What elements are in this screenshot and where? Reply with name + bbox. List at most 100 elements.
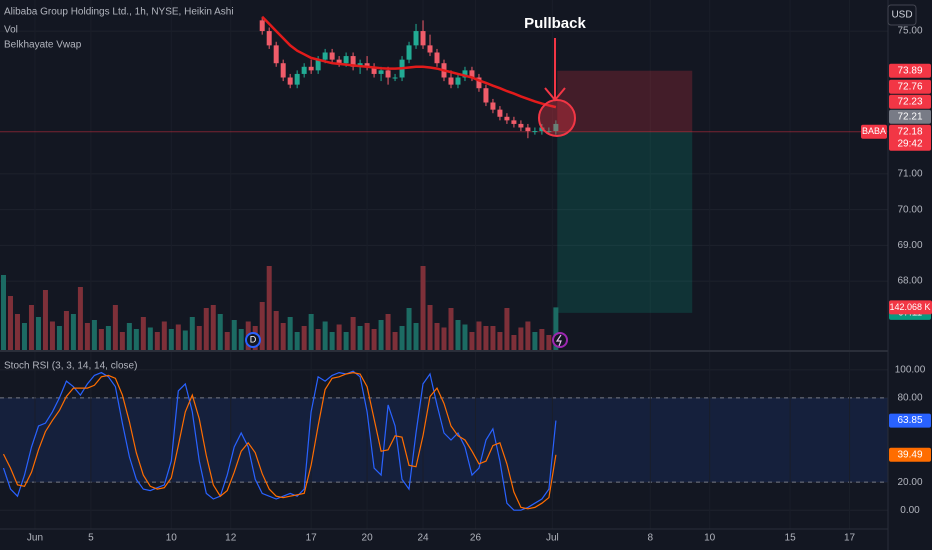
volume-bar bbox=[77, 287, 83, 350]
volume-bar bbox=[119, 332, 125, 350]
volume-bar bbox=[322, 321, 328, 350]
volume-bar bbox=[196, 326, 202, 350]
volume-bar bbox=[42, 290, 48, 350]
x-tick-label: 8 bbox=[647, 533, 653, 544]
candle-body bbox=[301, 66, 307, 74]
x-tick-label: 17 bbox=[306, 533, 318, 544]
countdown: 29:42 bbox=[897, 138, 922, 149]
earnings-bolt bbox=[555, 334, 562, 347]
volume-bar bbox=[28, 305, 34, 350]
candle-body bbox=[280, 63, 286, 78]
volume-bar bbox=[329, 332, 335, 350]
volume-bar bbox=[539, 329, 545, 350]
currency-box[interactable] bbox=[887, 4, 917, 26]
candle-body bbox=[553, 123, 559, 132]
candle-body bbox=[455, 77, 461, 85]
volume-bar bbox=[35, 317, 41, 350]
y-tick-label: 68.00 bbox=[897, 276, 922, 287]
volume-bar bbox=[476, 321, 482, 350]
volume-bar bbox=[238, 329, 244, 350]
stoch-tag-label: 63.85 bbox=[897, 415, 922, 426]
volume-bar bbox=[406, 308, 412, 350]
x-tick-label: Jul bbox=[546, 533, 559, 544]
volume-bar bbox=[161, 321, 167, 350]
volume-bar bbox=[364, 323, 370, 350]
stoch-tag bbox=[889, 413, 931, 428]
currency[interactable]: USD bbox=[891, 10, 912, 21]
x-tick-label: 12 bbox=[225, 533, 237, 544]
volume-bar bbox=[413, 323, 419, 350]
volume-bar bbox=[126, 323, 132, 350]
candle-body bbox=[294, 73, 300, 85]
annotation-arrowhead bbox=[544, 87, 566, 102]
volume-bar bbox=[266, 266, 272, 350]
volume-bar bbox=[182, 330, 188, 350]
volume-bar bbox=[469, 332, 475, 350]
volume-bar bbox=[504, 308, 510, 350]
volume-bar bbox=[224, 332, 230, 350]
volume-bar bbox=[7, 296, 13, 350]
y-tick-label: 20.00 bbox=[897, 477, 922, 488]
candle-body bbox=[385, 70, 391, 78]
x-tick-label: 26 bbox=[470, 533, 482, 544]
stoch-tag bbox=[889, 447, 931, 462]
candle-body bbox=[273, 45, 279, 64]
grid bbox=[0, 30, 888, 511]
volume-bar bbox=[168, 329, 174, 350]
candle-body bbox=[350, 56, 356, 67]
volume-bar bbox=[392, 332, 398, 350]
candle-body bbox=[420, 31, 426, 46]
stoch-title: Stoch RSI (3, 3, 14, 14, close) bbox=[4, 361, 137, 372]
volume-bar bbox=[378, 320, 384, 350]
marks bbox=[0, 70, 888, 511]
candle-body bbox=[497, 109, 503, 117]
volume-bar bbox=[210, 305, 216, 350]
candle-body bbox=[504, 116, 510, 121]
candle-body bbox=[259, 20, 265, 32]
volume-bar bbox=[385, 314, 391, 350]
volume-bar bbox=[357, 326, 363, 350]
volume-bar bbox=[399, 326, 405, 350]
stoch-tag-label: 39.49 bbox=[897, 449, 922, 460]
price-tag bbox=[889, 79, 931, 94]
volume-tag-label: 142.068 K bbox=[889, 302, 930, 312]
volume-bar bbox=[427, 305, 433, 350]
candle-body bbox=[287, 77, 293, 85]
volume-bar bbox=[63, 311, 69, 350]
candle-body bbox=[392, 77, 398, 79]
volume-bar bbox=[84, 323, 90, 350]
y-tick-label: 75.00 bbox=[897, 26, 922, 37]
candle-body bbox=[378, 70, 384, 74]
volume-bar bbox=[175, 324, 181, 350]
volume-bar bbox=[273, 311, 279, 350]
candle-body bbox=[490, 102, 496, 110]
x-tick-label: 20 bbox=[362, 533, 374, 544]
volume-bar bbox=[154, 332, 160, 350]
volume-tag bbox=[889, 300, 932, 315]
volume-bar bbox=[294, 332, 300, 350]
x-tick-label: 10 bbox=[704, 533, 716, 544]
volume-bar bbox=[308, 314, 314, 350]
price-tag bbox=[889, 109, 931, 124]
volume-bar bbox=[280, 323, 286, 350]
candle-body bbox=[462, 70, 468, 78]
volume-bar bbox=[343, 332, 349, 350]
price-tag bbox=[889, 94, 931, 109]
candle-body bbox=[434, 52, 440, 64]
volume-bar bbox=[287, 317, 293, 350]
x-tick-label: 15 bbox=[785, 533, 797, 544]
x-tick-label: 5 bbox=[88, 533, 94, 544]
candle-body bbox=[308, 66, 314, 71]
y-tick-label: 100.00 bbox=[895, 364, 926, 375]
y-tick-label: 70.00 bbox=[897, 204, 922, 215]
volume-bar bbox=[483, 326, 489, 350]
volume-bar bbox=[455, 320, 461, 350]
volume-bar bbox=[112, 305, 118, 350]
volume-bar bbox=[511, 335, 517, 350]
volume-bar bbox=[147, 327, 153, 350]
price-tag-label: 72.76 bbox=[897, 81, 922, 92]
volume-bar bbox=[525, 321, 531, 350]
y-tick-label: 0.00 bbox=[900, 505, 920, 516]
